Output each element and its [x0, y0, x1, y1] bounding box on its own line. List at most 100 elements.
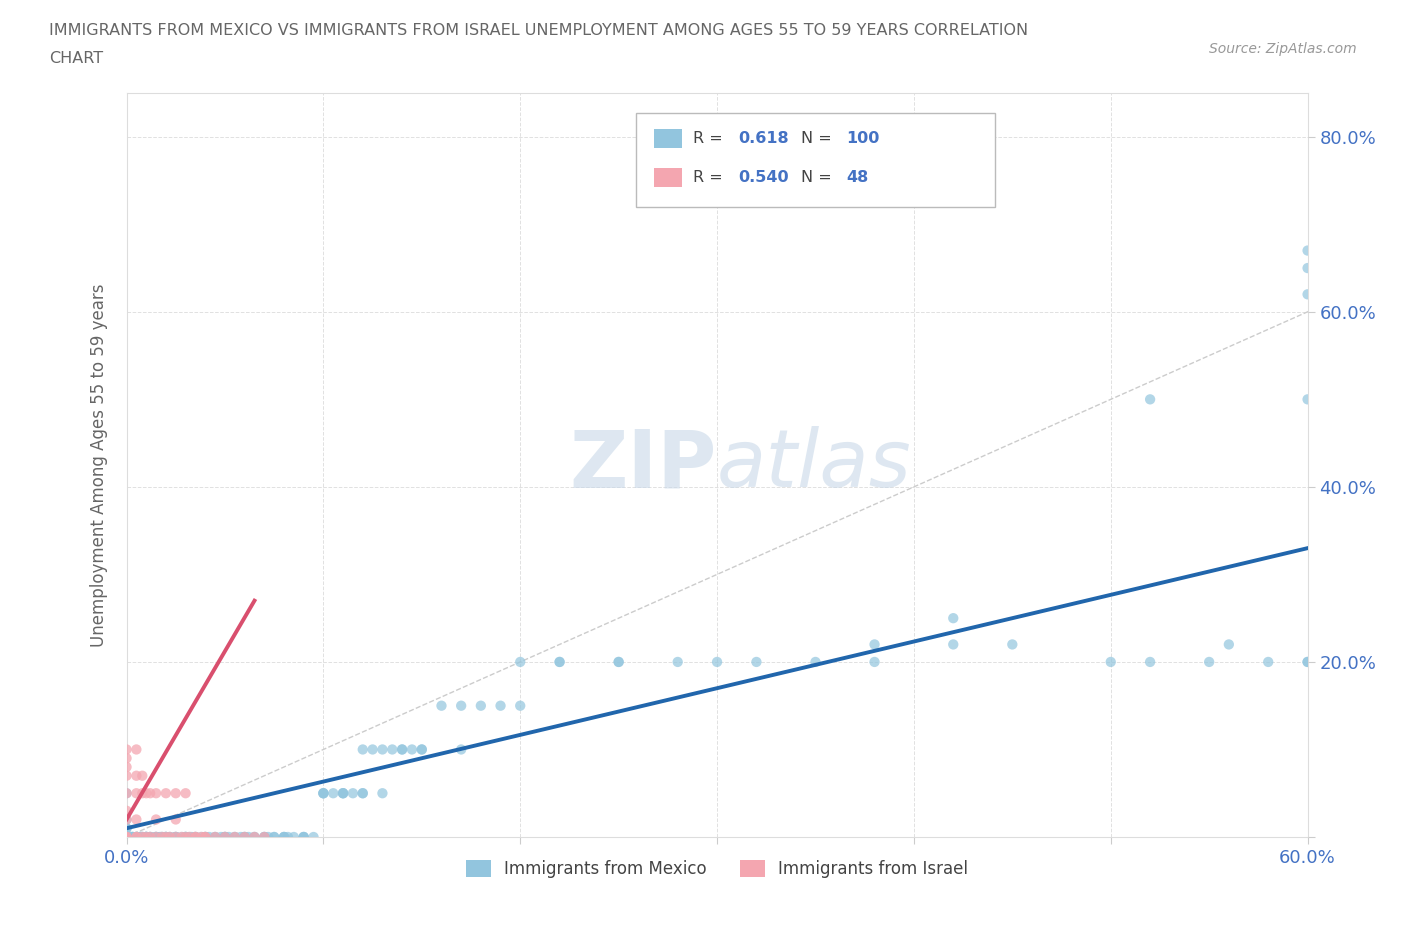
- Point: [204, 830, 226, 844]
- Point: [150, 830, 173, 844]
- Point: [1296, 243, 1319, 258]
- Point: [243, 830, 266, 844]
- Text: 0.618: 0.618: [738, 131, 789, 146]
- Point: [332, 786, 354, 801]
- Point: [263, 830, 285, 844]
- Point: [214, 830, 236, 844]
- Point: [155, 786, 177, 801]
- Point: [145, 830, 167, 844]
- Point: [706, 655, 728, 670]
- Point: [170, 830, 193, 844]
- Point: [204, 830, 226, 844]
- Point: [115, 830, 138, 844]
- Point: [214, 830, 236, 844]
- Point: [194, 830, 217, 844]
- Text: Source: ZipAtlas.com: Source: ZipAtlas.com: [1209, 42, 1357, 56]
- Point: [115, 830, 138, 844]
- Point: [129, 830, 152, 844]
- Point: [253, 830, 276, 844]
- Point: [174, 830, 197, 844]
- Point: [548, 655, 571, 670]
- Point: [115, 821, 138, 836]
- Point: [198, 830, 221, 844]
- Point: [180, 830, 202, 844]
- Point: [115, 786, 138, 801]
- Point: [190, 830, 212, 844]
- Point: [194, 830, 217, 844]
- Point: [135, 830, 157, 844]
- Point: [145, 830, 167, 844]
- Point: [233, 830, 256, 844]
- Point: [115, 751, 138, 765]
- Point: [450, 698, 472, 713]
- Point: [155, 830, 177, 844]
- Point: [401, 742, 423, 757]
- Point: [115, 830, 138, 844]
- Point: [312, 786, 335, 801]
- Point: [139, 830, 162, 844]
- Point: [257, 830, 280, 844]
- Point: [135, 830, 157, 844]
- Point: [125, 830, 148, 844]
- Point: [125, 830, 148, 844]
- Text: IMMIGRANTS FROM MEXICO VS IMMIGRANTS FROM ISRAEL UNEMPLOYMENT AMONG AGES 55 TO 5: IMMIGRANTS FROM MEXICO VS IMMIGRANTS FRO…: [49, 23, 1028, 38]
- Point: [804, 655, 827, 670]
- Point: [145, 812, 167, 827]
- Text: N =: N =: [801, 131, 838, 146]
- Point: [430, 698, 453, 713]
- Point: [129, 830, 152, 844]
- Point: [174, 830, 197, 844]
- Point: [391, 742, 413, 757]
- Point: [253, 830, 276, 844]
- Point: [121, 830, 143, 844]
- Point: [666, 655, 689, 670]
- Point: [607, 655, 630, 670]
- Point: [509, 655, 531, 670]
- Point: [233, 830, 256, 844]
- Point: [863, 637, 886, 652]
- Point: [273, 830, 295, 844]
- Point: [145, 830, 167, 844]
- Point: [165, 812, 187, 827]
- Point: [292, 830, 315, 844]
- Point: [745, 655, 768, 670]
- Point: [125, 812, 148, 827]
- Point: [150, 830, 173, 844]
- Point: [125, 830, 148, 844]
- Text: CHART: CHART: [49, 51, 103, 66]
- Point: [1296, 392, 1319, 406]
- Point: [863, 655, 886, 670]
- Point: [214, 830, 236, 844]
- Point: [942, 611, 965, 626]
- Point: [125, 830, 148, 844]
- Point: [184, 830, 207, 844]
- Point: [139, 786, 162, 801]
- Point: [548, 655, 571, 670]
- Point: [135, 830, 157, 844]
- Text: atlas: atlas: [717, 426, 912, 504]
- Point: [125, 830, 148, 844]
- Y-axis label: Unemployment Among Ages 55 to 59 years: Unemployment Among Ages 55 to 59 years: [90, 284, 108, 646]
- Point: [283, 830, 305, 844]
- Point: [253, 830, 276, 844]
- Point: [115, 768, 138, 783]
- Point: [145, 830, 167, 844]
- Point: [155, 830, 177, 844]
- Point: [450, 742, 472, 757]
- Point: [292, 830, 315, 844]
- Point: [411, 742, 433, 757]
- Point: [381, 742, 404, 757]
- Point: [1296, 655, 1319, 670]
- Point: [135, 830, 157, 844]
- Point: [312, 786, 335, 801]
- Point: [115, 830, 138, 844]
- Point: [174, 830, 197, 844]
- Point: [322, 786, 344, 801]
- Point: [115, 830, 138, 844]
- Point: [243, 830, 266, 844]
- Point: [150, 830, 173, 844]
- Text: ZIP: ZIP: [569, 426, 717, 504]
- Point: [1099, 655, 1122, 670]
- Point: [209, 830, 232, 844]
- Point: [214, 830, 236, 844]
